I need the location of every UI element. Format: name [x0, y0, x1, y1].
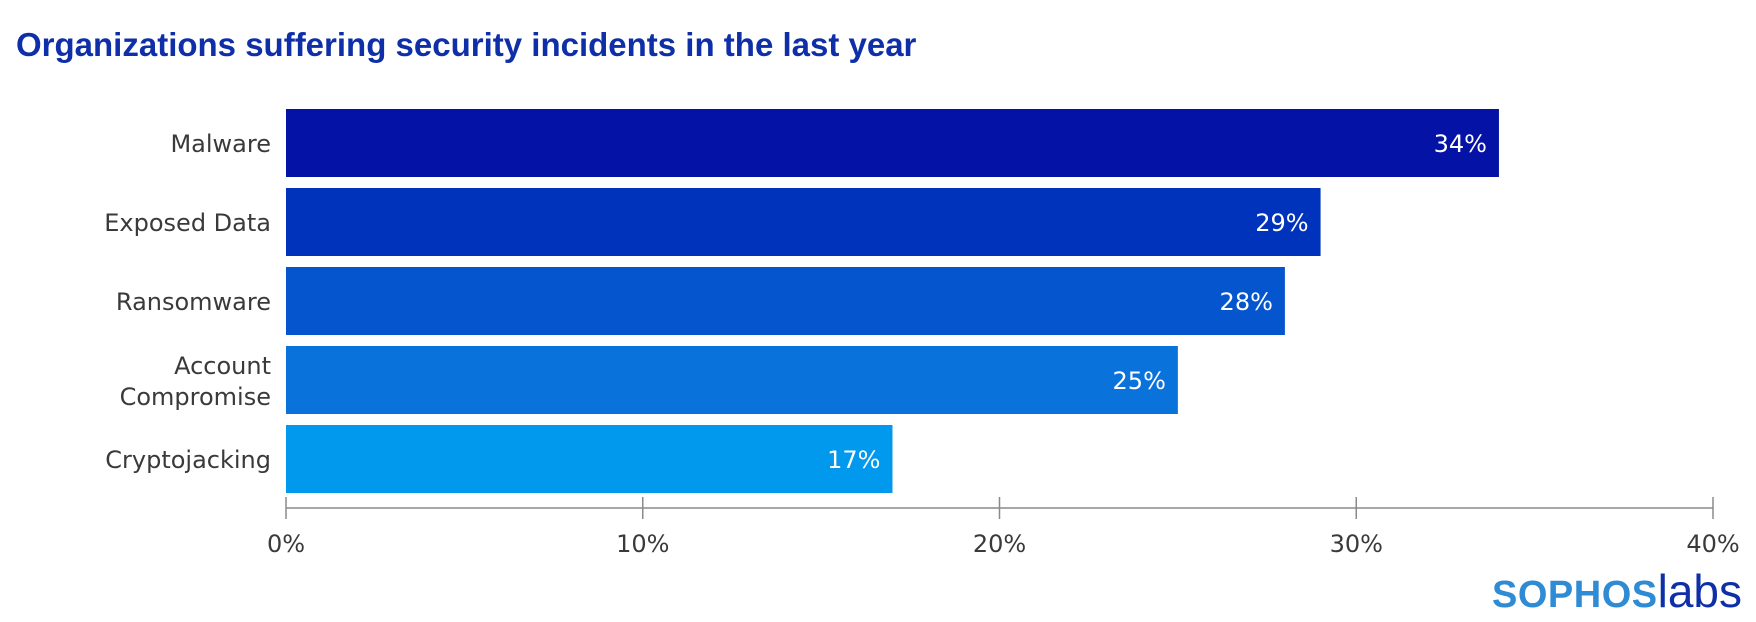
bar-value-label: 25%	[1113, 367, 1166, 395]
sophoslabs-logo: SOPHOSlabs	[1492, 568, 1742, 614]
x-tick-label: 20%	[973, 530, 1026, 558]
category-label: Account Compromise	[120, 352, 271, 411]
x-tick-label: 30%	[1330, 530, 1383, 558]
bar-value-label: 34%	[1434, 130, 1487, 158]
bar-value-label: 28%	[1220, 288, 1273, 316]
bar	[286, 188, 1321, 256]
logo-brand: SOPHOS	[1492, 574, 1658, 616]
bar-value-label: 17%	[827, 446, 880, 474]
category-label: Cryptojacking	[105, 446, 271, 474]
x-tick-label: 40%	[1686, 530, 1739, 558]
bar	[286, 109, 1499, 177]
bar	[286, 346, 1178, 414]
category-label: Malware	[170, 130, 271, 158]
chart-title: Organizations suffering security inciden…	[16, 26, 917, 63]
bar	[286, 425, 893, 493]
bar	[286, 267, 1285, 335]
category-label: Ransomware	[116, 288, 271, 316]
x-tick-label: 0%	[267, 530, 305, 558]
logo-suffix: labs	[1657, 565, 1742, 617]
x-tick-label: 10%	[616, 530, 669, 558]
category-label: Exposed Data	[104, 209, 271, 237]
bar-value-label: 29%	[1255, 209, 1308, 237]
